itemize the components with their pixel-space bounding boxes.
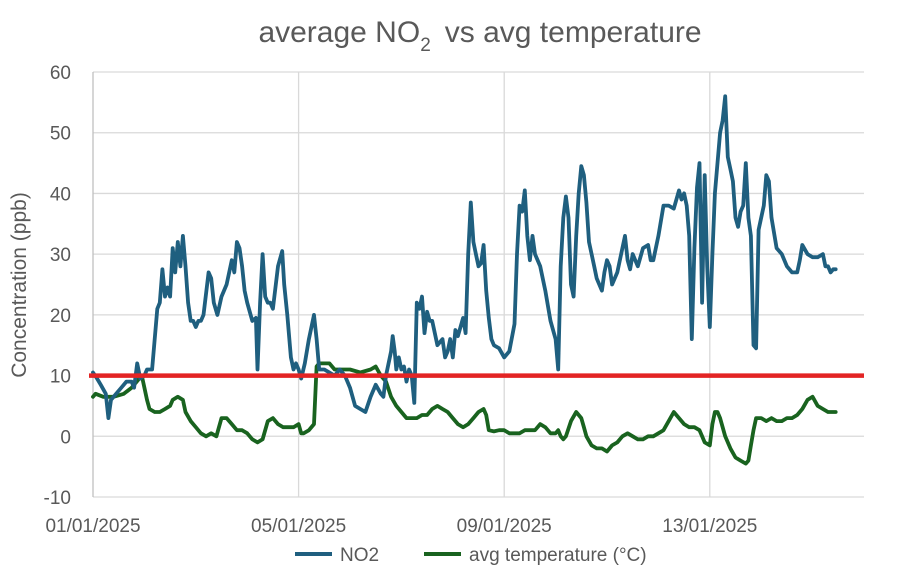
- x-tick-label: 01/01/2025: [45, 516, 140, 537]
- y-axis-title: Concentration (ppb): [8, 192, 31, 378]
- x-tick-label: 09/01/2025: [457, 516, 552, 537]
- x-tick-labels: 01/01/2025 05/01/2025 09/01/2025 13/01/2025: [45, 516, 757, 537]
- y-tick-label: 40: [50, 184, 71, 205]
- y-tick-label: 30: [50, 245, 71, 266]
- y-tick-labels: -10 0 10 20 30 40 50 60: [44, 63, 71, 509]
- chart-title: average NO2 vs avg temperature: [258, 16, 701, 56]
- y-tick-label: 20: [50, 306, 71, 327]
- series-lines: [91, 94, 838, 466]
- legend-label-temperature: avg temperature (°C): [469, 545, 647, 566]
- y-tick-label: 10: [50, 367, 71, 388]
- chart-title-subscript: 2: [420, 35, 431, 56]
- series-line-temperature: [91, 361, 838, 466]
- legend-label-no2: NO2: [340, 545, 379, 566]
- x-tick-label: 05/01/2025: [251, 516, 346, 537]
- chart-title-suffix: vs avg temperature: [445, 16, 702, 49]
- legend: NO2 avg temperature (°C): [295, 545, 647, 566]
- series-line-no2: [91, 94, 838, 420]
- y-tick-label: 0: [60, 427, 71, 448]
- chart-title-main: average NO: [258, 16, 420, 49]
- y-tick-label: 60: [50, 63, 71, 84]
- y-tick-label: 50: [50, 124, 71, 145]
- y-tick-label: -10: [44, 488, 71, 509]
- x-tick-label: 13/01/2025: [662, 516, 757, 537]
